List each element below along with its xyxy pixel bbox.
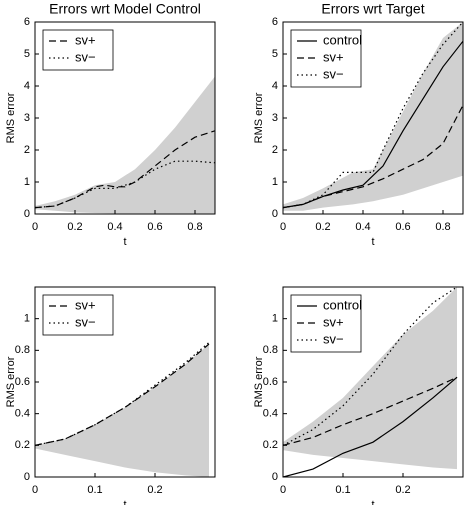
- legend-box: [42, 29, 114, 71]
- y-tick-label: 1: [24, 176, 30, 188]
- legend-label: sv−: [75, 49, 96, 64]
- x-tick-label: 0.2: [395, 484, 410, 496]
- chart-title: Errors wrt Target: [321, 1, 424, 17]
- y-tick-label: 0.8: [263, 344, 278, 356]
- x-tick-label: 0.2: [147, 484, 162, 496]
- y-tick-label: 0.4: [15, 408, 30, 420]
- y-tick-label: 2: [272, 144, 278, 156]
- legend-label: sv−: [323, 331, 344, 346]
- x-tick-label: 0.2: [67, 221, 82, 233]
- y-tick-label: 0.2: [263, 439, 278, 451]
- error-band: [35, 76, 215, 214]
- x-axis-label: t: [123, 499, 126, 505]
- x-tick-label: 0.1: [87, 484, 102, 496]
- legend-label: sv−: [75, 314, 96, 329]
- y-tick-label: 2: [24, 144, 30, 156]
- error-band: [283, 287, 457, 470]
- x-tick-label: 0.8: [435, 221, 450, 233]
- y-tick-label: 5: [272, 48, 278, 60]
- legend-label: control: [323, 32, 362, 47]
- chart-title: Errors wrt Model Control: [49, 1, 201, 17]
- legend-box: [42, 294, 114, 336]
- plot-area: [283, 287, 458, 477]
- x-tick-label: 0.6: [395, 221, 410, 233]
- y-tick-label: 0.6: [15, 376, 30, 388]
- y-tick-label: 4: [24, 80, 30, 92]
- x-tick-label: 0.4: [107, 221, 122, 233]
- y-axis-label: RMS error: [5, 92, 17, 143]
- series-line: [283, 40, 463, 209]
- plot-area: [35, 341, 210, 477]
- y-tick-label: 1: [272, 176, 278, 188]
- y-tick-label: 0.6: [263, 376, 278, 388]
- error-band: [283, 22, 463, 211]
- y-tick-label: 5: [24, 48, 30, 60]
- y-tick-label: 0: [24, 471, 30, 483]
- y-axis-label: RMS error: [253, 356, 265, 407]
- y-axis-label: RMS error: [253, 92, 265, 143]
- y-tick-label: 0: [272, 471, 278, 483]
- series-line: [283, 376, 458, 477]
- x-tick-label: 0.2: [315, 221, 330, 233]
- legend-box: [290, 29, 362, 88]
- y-tick-label: 0.8: [15, 344, 30, 356]
- x-tick-label: 0.6: [147, 221, 162, 233]
- plot-area: [283, 22, 463, 211]
- y-tick-label: 4: [272, 80, 278, 92]
- legend-label: sv+: [75, 32, 96, 47]
- series-line: [283, 104, 463, 209]
- x-axis-label: t: [123, 236, 126, 248]
- legend-label: sv−: [323, 66, 344, 81]
- x-tick-label: 0: [280, 484, 286, 496]
- legend-label: sv+: [323, 49, 344, 64]
- legend-label: control: [323, 297, 362, 312]
- x-tick-label: 0: [280, 221, 286, 233]
- series-line: [283, 376, 458, 446]
- y-tick-label: 0.2: [15, 439, 30, 451]
- y-tick-label: 3: [24, 112, 30, 124]
- x-axis-label: t: [371, 499, 374, 505]
- y-tick-label: 3: [272, 112, 278, 124]
- x-tick-label: 0: [32, 221, 38, 233]
- y-tick-label: 1: [24, 313, 30, 325]
- y-tick-label: 6: [272, 16, 278, 28]
- x-tick-label: 0: [32, 484, 38, 496]
- x-tick-label: 0.1: [335, 484, 350, 496]
- legend-label: sv+: [75, 297, 96, 312]
- legend-label: sv+: [323, 314, 344, 329]
- y-tick-label: 0.4: [263, 408, 278, 420]
- y-tick-label: 0: [24, 208, 30, 220]
- x-tick-label: 0.8: [187, 221, 202, 233]
- x-axis-label: t: [371, 236, 374, 248]
- plot-area: [35, 76, 215, 214]
- y-axis-label: RMS error: [5, 356, 17, 407]
- y-tick-label: 1: [272, 313, 278, 325]
- y-tick-label: 0: [272, 208, 278, 220]
- x-tick-label: 0.4: [355, 221, 370, 233]
- series-line: [283, 22, 463, 209]
- series-line: [35, 130, 215, 209]
- error-band: [35, 344, 209, 477]
- y-tick-label: 6: [24, 16, 30, 28]
